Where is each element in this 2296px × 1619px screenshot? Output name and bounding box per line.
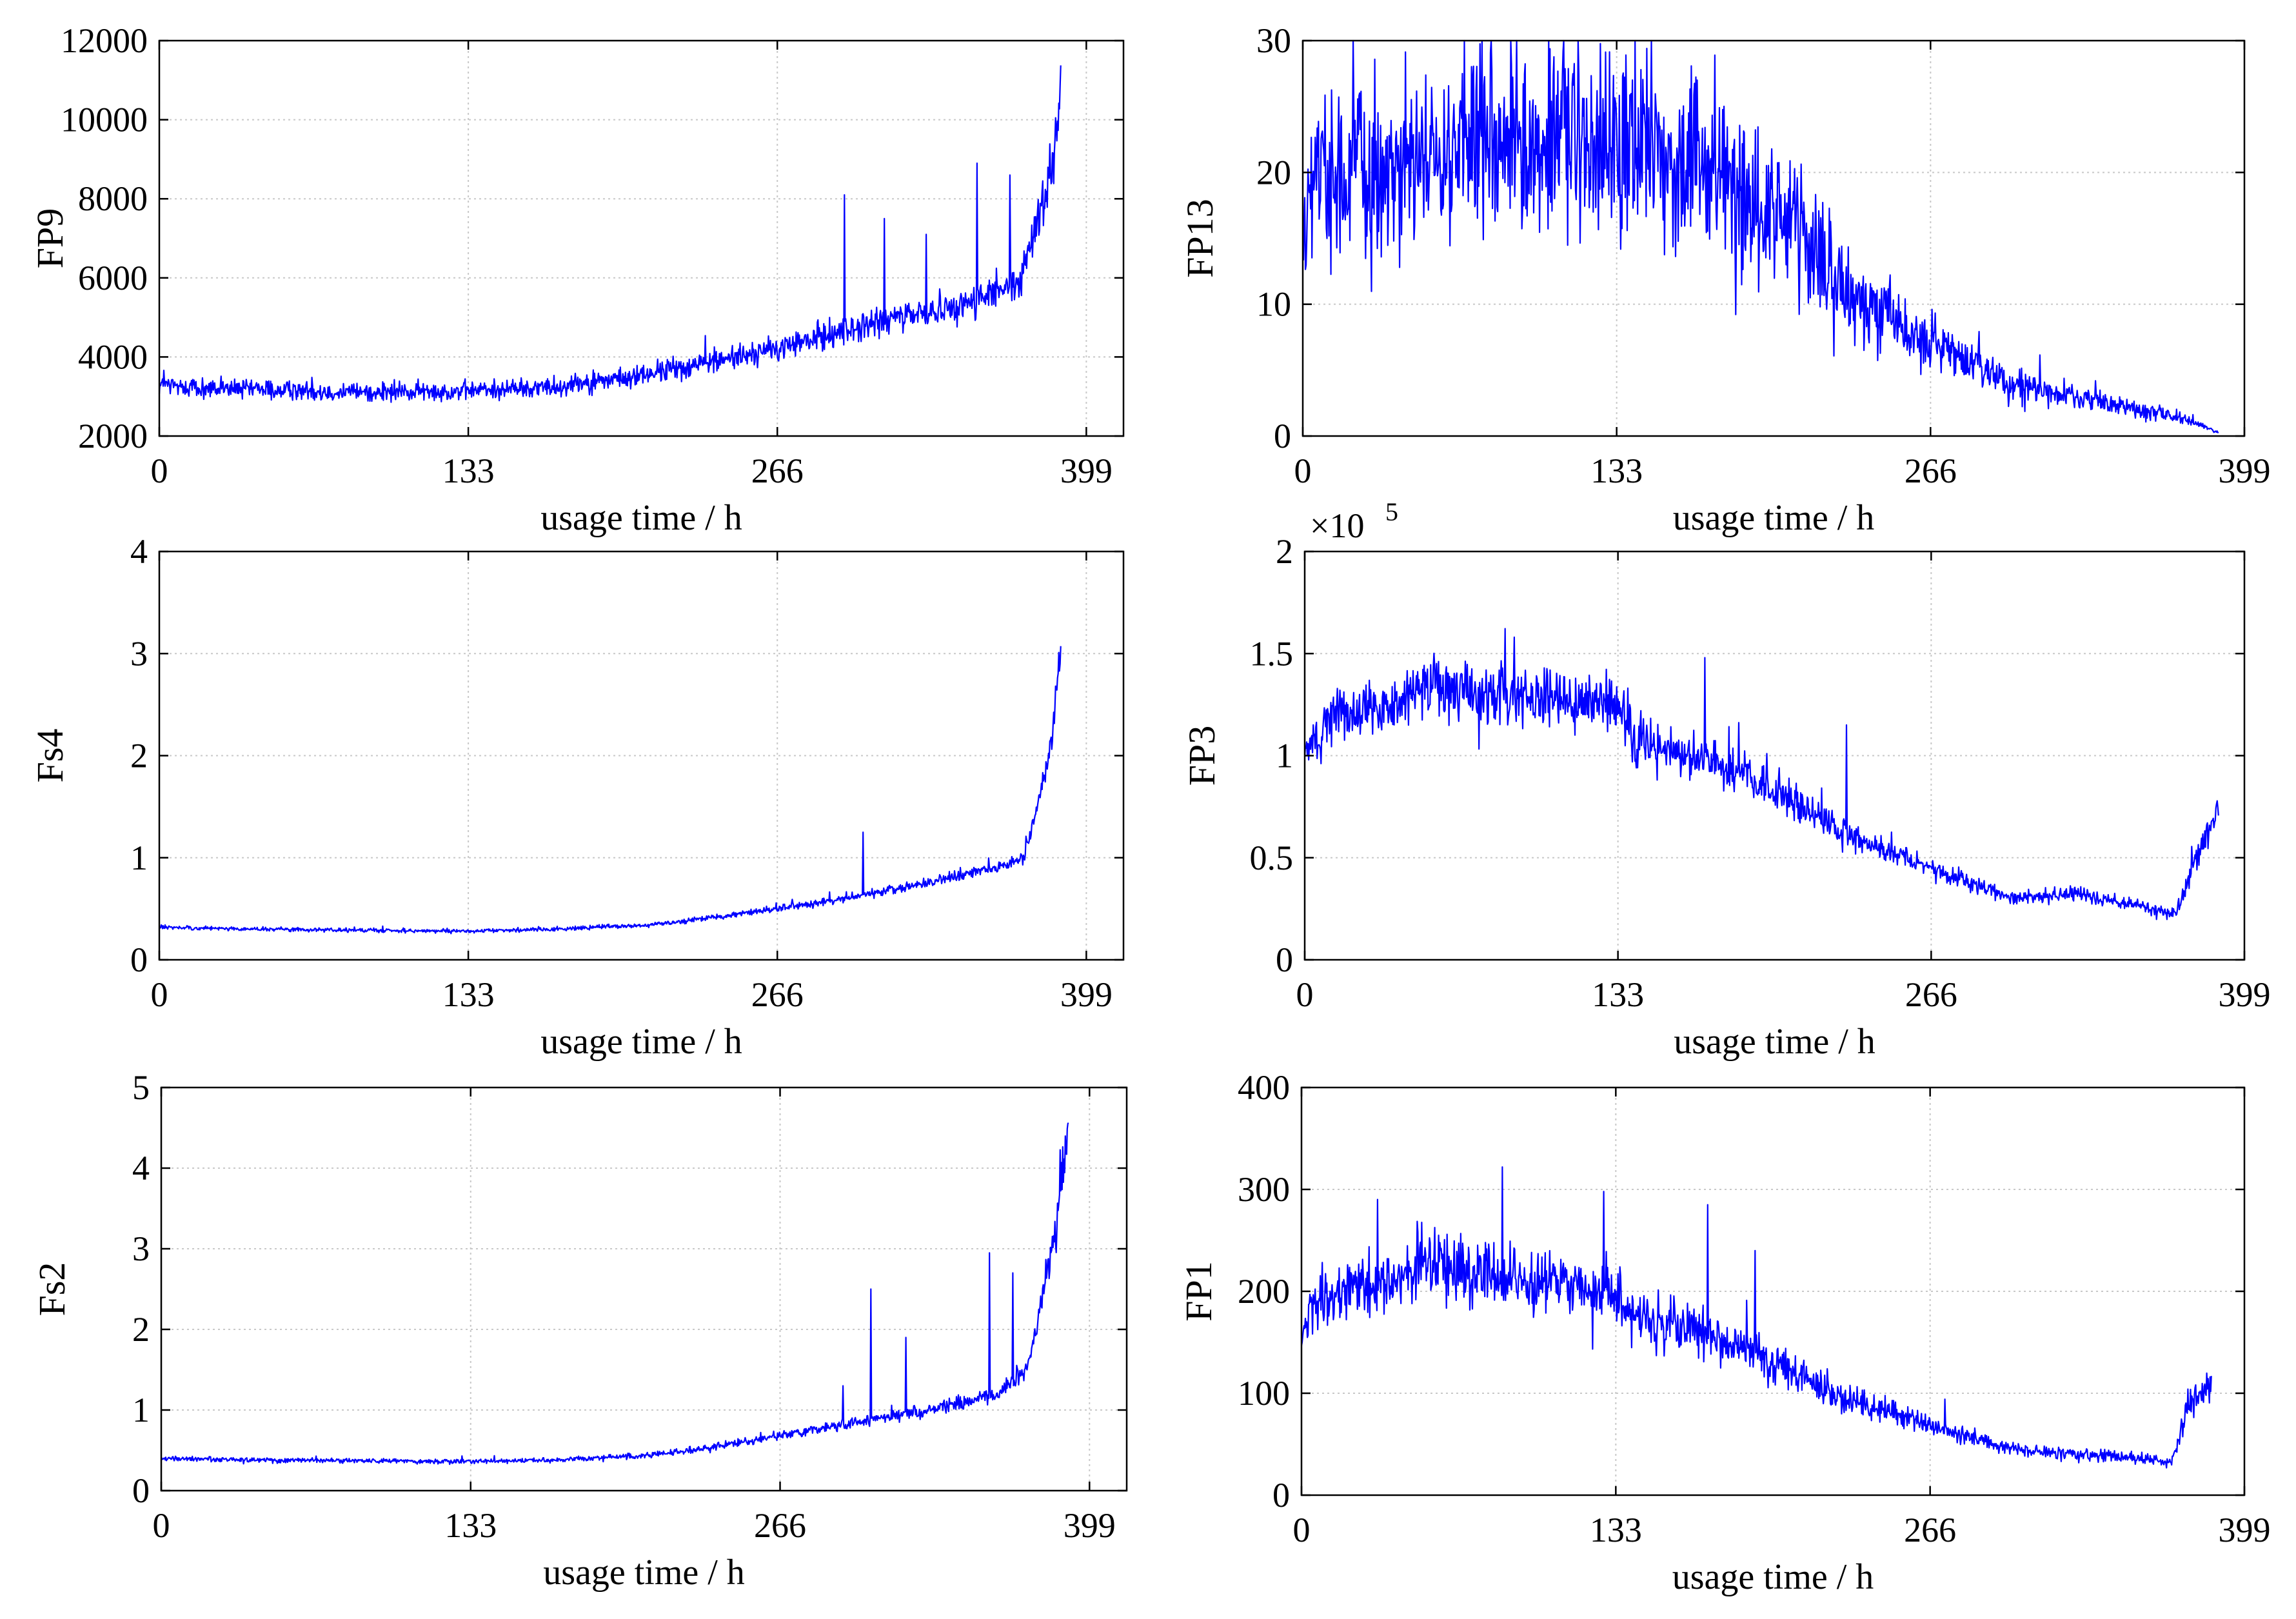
x-tick-label: 399 <box>2219 1511 2271 1549</box>
y-tick-label: 1 <box>1276 737 1293 775</box>
x-tick-label: 0 <box>151 975 168 1014</box>
panel-fp9: 0 133 266 399 2000 4000 6000 8000 10000 12000 usag… <box>29 21 1125 538</box>
x-tick-label: 0 <box>1294 452 1312 490</box>
x-axis-label: usage time / h <box>540 1022 742 1062</box>
y-tick-label: 1 <box>130 839 148 877</box>
y-tick-label: 1.5 <box>1250 634 1294 673</box>
plot-frame <box>158 39 1125 437</box>
x-tick-label: 0 <box>1293 1511 1311 1549</box>
x-axis-label: usage time / h <box>1672 1557 1874 1597</box>
y-tick-label: 1 <box>132 1391 150 1429</box>
series-line-fp1 <box>1300 1166 2212 1469</box>
y-tick-label: 300 <box>1238 1170 1290 1209</box>
y-tick-label: 10000 <box>61 101 148 139</box>
panel-fp13: 0 133 266 399 0 10 20 30 usage time / h FP13 <box>1179 21 2271 538</box>
y-tick-label: 0 <box>1276 940 1293 979</box>
y-axis-label: FP1 <box>1178 1261 1220 1322</box>
x-tick-label: 266 <box>1904 1511 1956 1549</box>
plot-frame <box>160 1086 1128 1492</box>
x-tick-label: 266 <box>1905 975 1957 1014</box>
y-tick-label: 30 <box>1256 21 1291 60</box>
y-tick-label: 4 <box>130 532 148 571</box>
y-tick-label: 3 <box>132 1229 150 1268</box>
panel-fp3: 0 133 266 399 0 0.5 1 1.5 2 usage time / h FP3 ×10 5 <box>1181 497 2271 1062</box>
y-tick-label: 2000 <box>78 417 148 455</box>
y-axis-label: FP9 <box>29 208 71 269</box>
x-tick-label: 399 <box>2219 975 2271 1014</box>
y-axis-label-group: FP9 <box>29 208 71 269</box>
y-axis-label: Fs4 <box>29 729 71 783</box>
x-tick-label: 266 <box>1905 452 1957 490</box>
y-tick-label: 12000 <box>61 21 148 60</box>
x-tick-label: 266 <box>754 1506 806 1545</box>
y-axis-label: FP3 <box>1181 726 1223 786</box>
series-line-fs2 <box>161 1122 1069 1465</box>
x-tick-label: 133 <box>1590 1511 1642 1549</box>
x-tick-label: 266 <box>751 975 804 1014</box>
x-tick-label: 133 <box>1590 452 1643 490</box>
x-tick-label: 399 <box>1064 1506 1116 1545</box>
y-tick-label: 0 <box>132 1471 150 1510</box>
x-axis-label: usage time / h <box>1673 498 1875 538</box>
y-axis-label: Fs2 <box>31 1262 73 1316</box>
y-tick-label: 0 <box>130 940 148 979</box>
series-line-fp3 <box>1303 628 2219 920</box>
y-tick-label: 100 <box>1238 1374 1290 1413</box>
y-tick-label: 200 <box>1238 1272 1290 1311</box>
y-tick-label: 3 <box>130 634 148 673</box>
y-axis-label-group: FP3 <box>1181 726 1223 786</box>
y-axis-label: FP13 <box>1179 199 1221 278</box>
series-line-fp9 <box>158 65 1062 403</box>
x-tick-label: 0 <box>1296 975 1314 1014</box>
x-tick-label: 133 <box>442 452 495 490</box>
x-tick-label: 0 <box>151 452 168 490</box>
x-tick-label: 133 <box>442 975 495 1014</box>
y-tick-label: 2 <box>130 737 148 775</box>
x-axis-label: usage time / h <box>1674 1022 1875 1062</box>
plot-frame <box>1301 39 2246 437</box>
x-axis-label: usage time / h <box>543 1553 745 1593</box>
panel-fp1: 0 133 266 399 0 100 200 300 400 usage time / h FP1 <box>1178 1068 2271 1597</box>
x-tick-label: 399 <box>1060 452 1113 490</box>
y-axis-label-group: FP13 <box>1179 199 1221 278</box>
x-tick-label: 399 <box>1060 975 1113 1014</box>
x-tick-label: 266 <box>751 452 804 490</box>
y-tick-label: 10 <box>1256 285 1291 324</box>
y-tick-label: 400 <box>1238 1068 1290 1107</box>
x-tick-label: 133 <box>444 1506 497 1545</box>
y-tick-label: 2 <box>1276 532 1293 571</box>
panel-fs4: 0 133 266 399 0 1 2 3 4 usage time / h Fs4 <box>29 532 1125 1062</box>
x-tick-label: 133 <box>1592 975 1644 1014</box>
y-axis-label-group: Fs2 <box>31 1262 73 1316</box>
y-tick-label: 5 <box>132 1068 150 1107</box>
y-tick-label: 8000 <box>78 179 148 218</box>
panel-fs2: 0 133 266 399 0 1 2 3 4 5 usage time / h Fs2 <box>31 1068 1128 1593</box>
x-tick-label: 399 <box>2219 452 2271 490</box>
exponent-base: ×10 <box>1310 506 1364 545</box>
y-tick-label: 6000 <box>78 259 148 297</box>
y-tick-label: 0 <box>1272 1476 1290 1515</box>
x-axis-label: usage time / h <box>540 498 742 538</box>
y-tick-label: 0.5 <box>1250 839 1294 877</box>
series-line-fp13 <box>1301 39 2219 434</box>
y-axis-label-group: FP1 <box>1178 1261 1220 1322</box>
x-tick-label: 0 <box>153 1506 170 1545</box>
y-tick-label: 2 <box>132 1310 150 1349</box>
y-tick-label: 0 <box>1274 417 1291 455</box>
y-tick-label: 20 <box>1256 153 1291 192</box>
exponent-power: 5 <box>1385 497 1398 526</box>
y-axis-label-group: Fs4 <box>29 729 71 783</box>
y-tick-label: 4 <box>132 1149 150 1187</box>
series-line-fs4 <box>159 646 1062 935</box>
y-tick-label: 4000 <box>78 337 148 376</box>
axis-exponent: ×10 5 <box>1310 497 1398 545</box>
